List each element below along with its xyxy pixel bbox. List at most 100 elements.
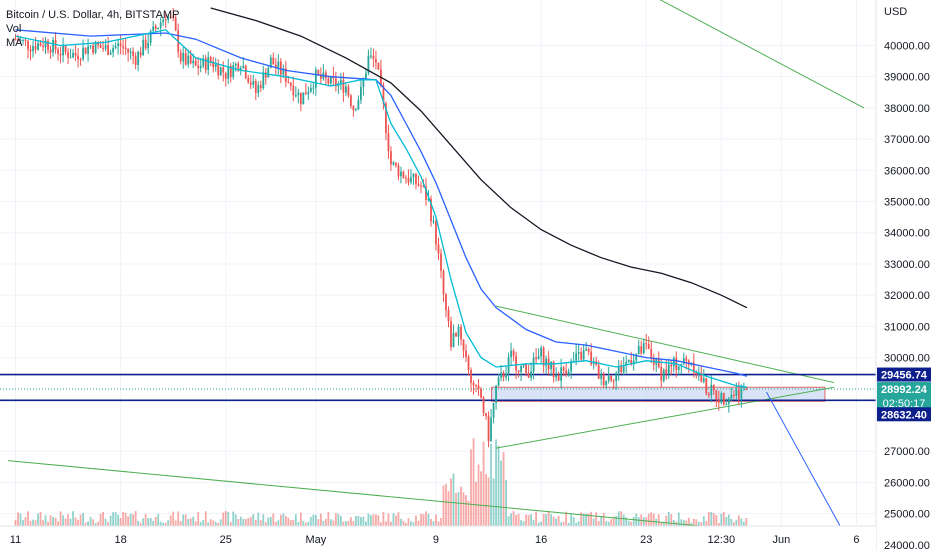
volume-bar <box>99 513 102 526</box>
volume-bar <box>244 519 247 526</box>
volume-bar <box>314 515 317 526</box>
price-label-box <box>877 407 931 422</box>
volume-bar <box>109 515 112 526</box>
volume-bar <box>540 521 543 526</box>
candle-body <box>297 92 300 96</box>
candle-body <box>97 41 100 46</box>
volume-bar <box>437 521 440 526</box>
volume-bar <box>62 515 64 526</box>
candle-body <box>462 339 465 351</box>
candle-body <box>229 66 232 77</box>
volume-bar <box>670 514 673 526</box>
volume-bar <box>745 517 748 526</box>
volume-bar <box>415 515 417 526</box>
candle-body <box>154 26 157 30</box>
price-label-text: 29456.74 <box>881 370 928 382</box>
volume-bar <box>672 519 675 526</box>
time-axis[interactable] <box>0 526 876 550</box>
candle-body <box>702 378 705 382</box>
candle-body <box>262 72 265 89</box>
candle-body <box>39 43 42 46</box>
candle-body <box>242 65 245 68</box>
ma-legend[interactable]: MA <box>6 37 23 49</box>
candle-body <box>597 364 600 379</box>
candle-body <box>530 371 533 378</box>
volume-bar <box>652 513 655 526</box>
volume-bar <box>460 486 462 526</box>
candle-body <box>32 46 34 52</box>
candle-body <box>42 45 44 47</box>
volume-bar <box>662 521 665 526</box>
volume-bar <box>510 513 512 526</box>
candle-body <box>435 220 437 245</box>
candle-body <box>627 360 630 362</box>
volume-bar <box>557 516 560 526</box>
candle-body <box>542 347 545 366</box>
volume-bar <box>84 522 87 526</box>
volume-bar <box>32 519 34 526</box>
candle-body <box>149 30 152 43</box>
volume-legend[interactable]: Vol <box>6 23 22 35</box>
price-axis[interactable] <box>876 0 932 550</box>
volume-bar <box>637 517 640 526</box>
candle-body <box>490 417 492 442</box>
volume-bar <box>427 513 430 526</box>
candle-body <box>440 253 442 271</box>
candle-body <box>485 412 487 416</box>
volume-bar <box>627 520 630 526</box>
candle-body <box>122 46 125 48</box>
candle-body <box>334 78 337 87</box>
volume-bar <box>445 483 447 526</box>
volume-bar <box>572 517 575 526</box>
volume-bar <box>650 512 653 526</box>
candle-body <box>705 378 708 394</box>
volume-bar <box>139 522 142 526</box>
volume-bar <box>517 513 520 526</box>
candle-body <box>602 374 605 386</box>
projection-arrow <box>765 391 852 546</box>
candle-body <box>580 352 583 360</box>
symbol-title[interactable]: Bitcoin / U.S. Dollar, 4h, BITSTAMP <box>6 9 180 21</box>
candle-body <box>299 92 302 105</box>
candle-body <box>309 87 312 92</box>
candle-body <box>710 384 713 396</box>
candle-body <box>69 57 72 59</box>
volume-bar <box>299 512 302 526</box>
time-tick-label: 9 <box>433 534 439 546</box>
volume-bar <box>422 514 425 526</box>
last-price-box <box>877 382 931 411</box>
candle-body <box>717 399 720 403</box>
volume-bar <box>410 521 412 526</box>
volume-bar <box>317 519 320 526</box>
candle-body <box>560 367 563 381</box>
volume-bar <box>152 521 155 526</box>
candle-body <box>314 69 317 88</box>
candle-body <box>495 385 497 403</box>
trendline <box>659 0 865 109</box>
price-tick-label: 24000.00 <box>884 540 930 550</box>
candle-body <box>82 47 84 60</box>
price-tick-label: 31000.00 <box>884 321 930 333</box>
candle-body <box>412 173 415 178</box>
volume-bar <box>44 515 47 526</box>
candle-body <box>217 63 220 76</box>
candle-body <box>400 171 402 177</box>
volume-bar <box>82 513 84 526</box>
candle-body <box>480 389 482 398</box>
candle-body <box>139 51 142 56</box>
volume-bar <box>742 521 745 526</box>
volume-bar <box>687 517 690 526</box>
volume-bar <box>349 517 352 526</box>
volume-bar <box>595 512 598 526</box>
candle-body <box>707 393 710 396</box>
volume-bar <box>457 492 460 526</box>
volume-bar <box>392 513 395 526</box>
candle-body <box>600 374 603 379</box>
candle-body <box>510 350 512 358</box>
candle-body <box>512 350 515 357</box>
volume-bar <box>367 513 370 526</box>
candle-body <box>144 39 147 49</box>
volume-bar <box>512 511 515 526</box>
volume-bar <box>227 512 230 526</box>
